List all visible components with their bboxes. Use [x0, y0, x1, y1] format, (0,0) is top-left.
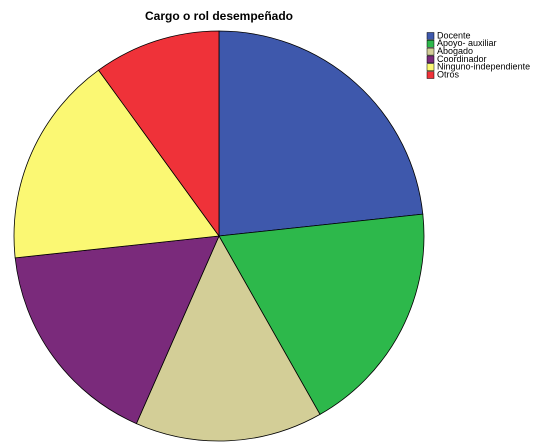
legend-label: Otros — [437, 69, 460, 79]
pie-slice — [14, 235, 220, 425]
legend-label: Apoyo- auxiliar — [437, 38, 497, 48]
legend-swatch — [426, 63, 435, 71]
pie-slice — [135, 235, 321, 442]
legend-swatch — [426, 47, 435, 56]
legend-swatch — [426, 40, 435, 48]
pie-slice — [97, 30, 220, 238]
pie-slice — [13, 69, 220, 259]
chart-title: Cargo o rol desempeñado — [145, 9, 293, 23]
legend-label: Ninguno-independiente — [437, 62, 530, 72]
legend-label: Docente — [437, 30, 471, 40]
legend-swatch — [426, 71, 435, 79]
pie-slice — [218, 30, 424, 237]
legend-label: Abogado — [437, 46, 473, 56]
pie-slice — [218, 213, 425, 415]
legend-swatch — [426, 55, 435, 64]
legend-label: Coordinador — [437, 54, 487, 64]
legend-swatch — [426, 32, 435, 40]
